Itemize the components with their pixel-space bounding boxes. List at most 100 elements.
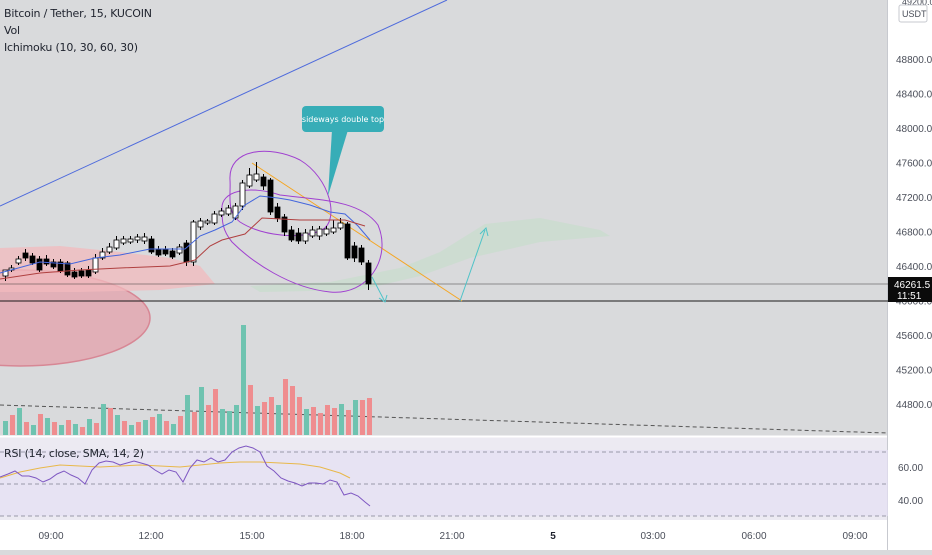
volume-bar <box>213 389 218 435</box>
candle-body <box>134 236 141 241</box>
candle-body <box>197 220 204 228</box>
volume-bar <box>171 424 176 435</box>
dashed-trendline <box>0 404 889 434</box>
volume-bar <box>164 421 169 435</box>
volume-bar <box>367 398 372 435</box>
time-tick-label: 03:00 <box>640 531 665 542</box>
volume-bar <box>290 386 295 435</box>
volume-bar <box>220 409 225 435</box>
volume-bar <box>150 417 155 435</box>
candle-body <box>302 232 309 242</box>
annotation-callout[interactable]: sideways double top <box>302 106 384 132</box>
candle-body <box>15 258 22 264</box>
candle-body <box>267 179 274 213</box>
volume-bar <box>318 413 323 435</box>
candle-body <box>2 269 9 277</box>
price-axis-panel <box>888 0 932 550</box>
candle-body <box>288 229 295 241</box>
volume-bar <box>73 424 78 435</box>
volume-bar <box>17 408 22 435</box>
candle-body <box>246 174 253 187</box>
price-tick-label: 45600.0 <box>896 331 932 342</box>
currency-box <box>898 4 928 23</box>
price-tick-label-top: 49200.0 <box>902 0 932 7</box>
volume-bar <box>38 414 43 435</box>
volume-bar <box>31 425 36 435</box>
projection-arrow-up <box>459 229 486 302</box>
candle-body <box>239 182 246 207</box>
candle-body <box>365 262 372 285</box>
candle-body <box>309 229 316 237</box>
time-tick-label: 12:00 <box>138 531 163 542</box>
candle-body <box>281 216 288 233</box>
price-tick-label: 46800.0 <box>896 228 932 239</box>
volume-bar <box>248 385 253 435</box>
time-tick-label: 15:00 <box>239 531 264 542</box>
rsi-band-fill <box>0 450 888 516</box>
volume-bar <box>24 422 29 435</box>
volume-bar <box>269 397 274 435</box>
volume-bar <box>206 405 211 435</box>
candle-body <box>85 269 92 277</box>
volume-bar <box>52 422 57 435</box>
volume-bar <box>192 412 197 435</box>
candle-body <box>29 255 36 264</box>
time-axis-panel <box>0 520 888 550</box>
candle-body <box>36 258 43 271</box>
volume-bar <box>325 405 330 435</box>
candle-body <box>64 262 71 276</box>
volume-bar <box>3 421 8 435</box>
candle-body <box>211 213 218 224</box>
ichimoku-cloud-green <box>250 218 610 292</box>
candle-body <box>218 210 225 216</box>
ichimoku-legend[interactable]: Ichimoku (10, 30, 60, 30) <box>4 41 138 54</box>
current-price-tag <box>888 277 932 302</box>
volume-bar <box>346 410 351 435</box>
candle-body <box>253 173 260 181</box>
currency-label: USDT <box>902 9 927 19</box>
candle-body <box>71 271 78 278</box>
volume-bar <box>241 325 246 435</box>
blue-trendline <box>0 0 448 207</box>
volume-bar <box>10 415 15 435</box>
candle-body <box>260 176 267 187</box>
candle-body <box>330 227 337 233</box>
candle-body <box>99 251 106 259</box>
candle-body <box>169 250 176 258</box>
volume-bar <box>297 397 302 435</box>
price-tick-label: 48400.0 <box>896 90 932 101</box>
volume-bar <box>227 411 232 435</box>
candle-body <box>323 228 330 235</box>
volume-bar <box>199 387 204 435</box>
volume-bar <box>87 419 92 435</box>
volume-bar <box>353 400 358 435</box>
volume-legend[interactable]: Vol <box>4 24 20 37</box>
symbol-legend[interactable]: Bitcoin / Tether, 15, KUCOIN <box>4 7 152 20</box>
volume-bar <box>339 404 344 435</box>
candle-body <box>358 247 365 263</box>
volume-bar <box>157 414 162 435</box>
candle-body <box>78 270 85 277</box>
volume-bar <box>360 400 365 435</box>
volume-bar <box>45 418 50 435</box>
ichimoku-base-line <box>0 217 366 280</box>
projection-arrowhead-up <box>479 227 489 237</box>
time-tick-label: 21:00 <box>439 531 464 542</box>
volume-bar <box>94 423 99 435</box>
candle-body <box>43 258 50 265</box>
rsi-legend[interactable]: RSI (14, close, SMA, 14, 2) <box>4 447 144 460</box>
rsi-line <box>0 445 371 507</box>
bar-countdown: 11:51 <box>897 291 922 302</box>
volume-bar <box>178 416 183 435</box>
volume-bar <box>332 408 337 435</box>
price-tick-label: 45200.0 <box>896 366 932 377</box>
price-tick-label: 47600.0 <box>896 159 932 170</box>
candle-body <box>337 222 344 229</box>
projection-arrowhead-down <box>378 294 388 303</box>
price-tick-label: 47200.0 <box>896 193 932 204</box>
volume-bar <box>255 406 260 435</box>
volume-bar <box>129 425 134 435</box>
volume-bar <box>122 421 127 435</box>
